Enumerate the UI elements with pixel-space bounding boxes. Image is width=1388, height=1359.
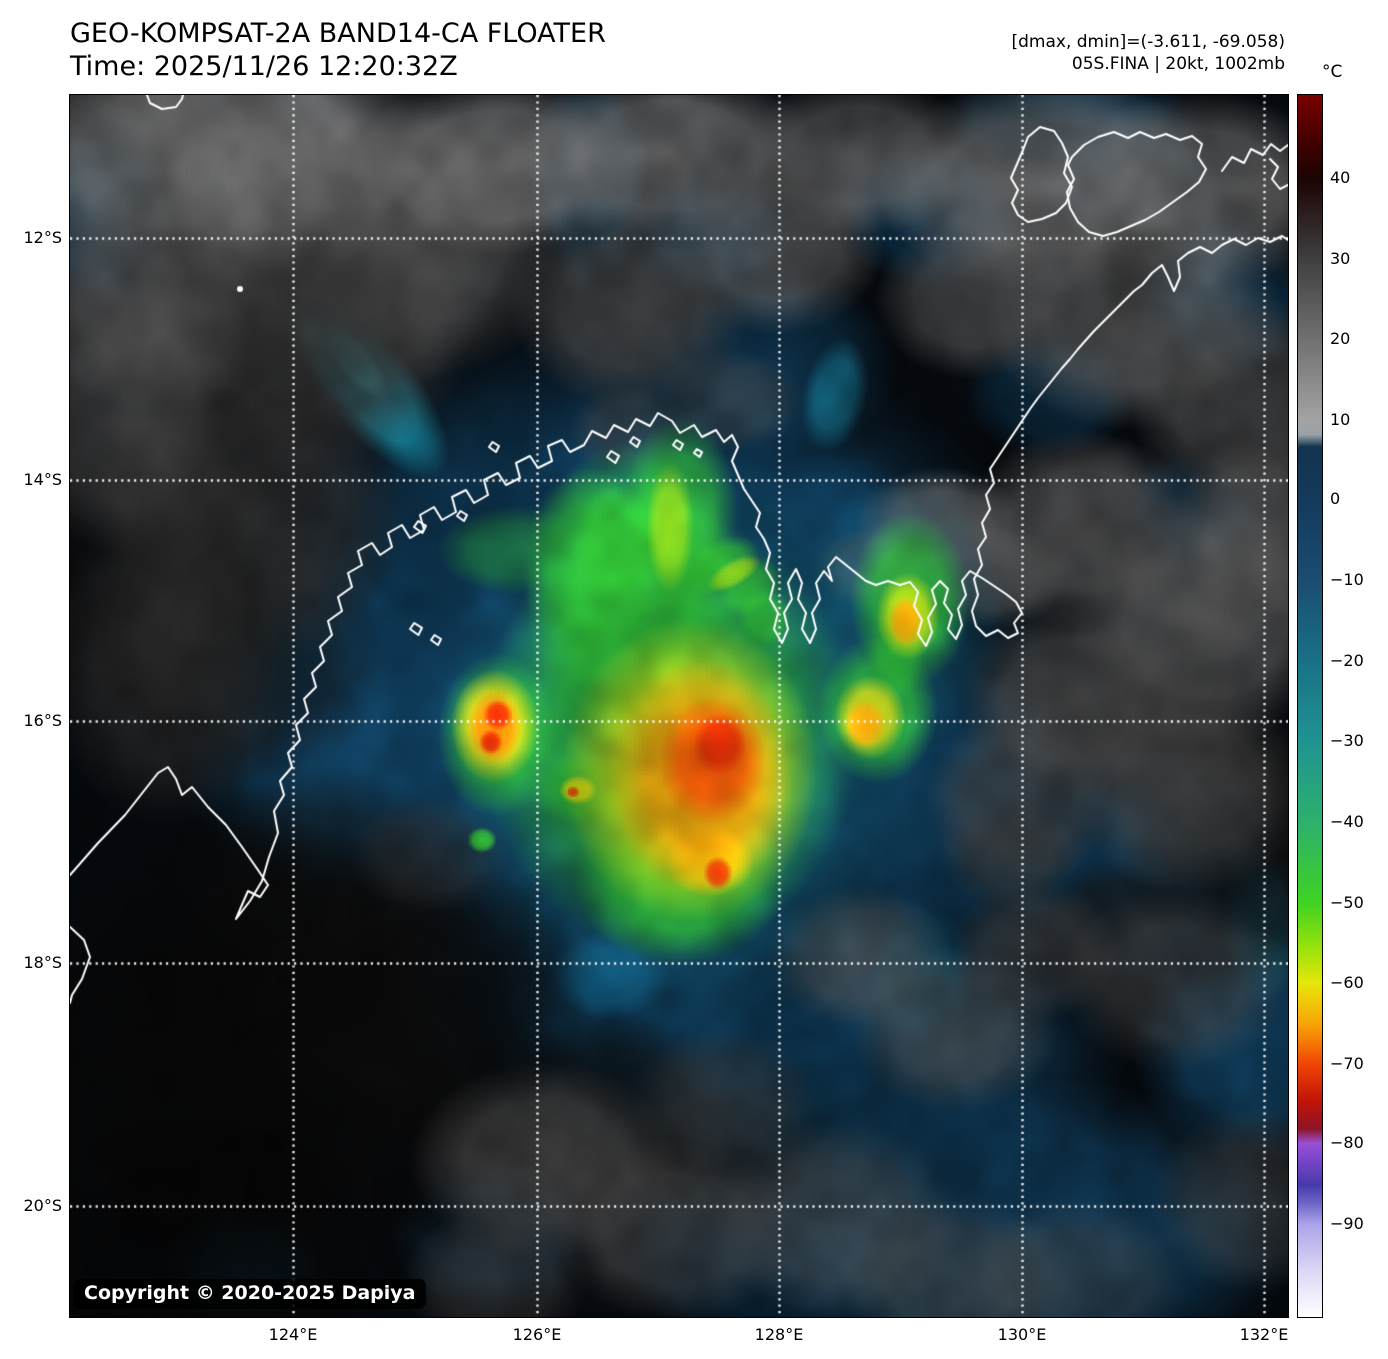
colorbar-unit-label: °C (1322, 62, 1343, 82)
colorbar-tick-label: −10 (1330, 570, 1364, 590)
lon-tick-label: 128°E (754, 1325, 804, 1344)
lon-tick-label: 132°E (1239, 1325, 1289, 1344)
timestamp-label: Time: 2025/11/26 12:20:32Z (70, 51, 458, 82)
colorbar-tick-label: −80 (1330, 1133, 1364, 1153)
satellite-map-canvas (70, 95, 1288, 1317)
colorbar-tick-label: −40 (1330, 812, 1364, 832)
copyright-badge: Copyright © 2020-2025 Dapiya (73, 1279, 427, 1309)
page-title: GEO-KOMPSAT-2A BAND14-CA FLOATER (70, 18, 606, 49)
lat-tick-label: 12°S (23, 228, 62, 247)
lon-tick-label: 130°E (997, 1325, 1047, 1344)
colorbar-tick-label: −20 (1330, 650, 1364, 670)
storm-info-annotation: 05S.FINA | 20kt, 1002mb (1071, 54, 1285, 74)
colorbar-tick-label: −30 (1330, 731, 1364, 751)
colorbar-tick-label: 20 (1330, 329, 1351, 349)
lat-tick-label: 18°S (23, 953, 62, 972)
colorbar-tick-label: 30 (1330, 248, 1351, 268)
colorbar-tick-label: −60 (1330, 973, 1364, 993)
lon-tick-label: 124°E (268, 1325, 318, 1344)
colorbar-gradient (1298, 95, 1322, 1317)
lon-tick-label: 126°E (512, 1325, 562, 1344)
colorbar-tick-label: −50 (1330, 892, 1364, 912)
colorbar-tick-label: −90 (1330, 1214, 1364, 1234)
colorbar-tick-label: 40 (1330, 168, 1351, 188)
colorbar-tick-label: 10 (1330, 410, 1351, 430)
colorbar-tick-label: 0 (1330, 489, 1341, 509)
lat-tick-label: 16°S (23, 711, 62, 730)
lat-tick-label: 20°S (23, 1196, 62, 1215)
colorbar (1297, 94, 1323, 1318)
lat-tick-label: 14°S (23, 470, 62, 489)
dmax-dmin-annotation: [dmax, dmin]=(-3.611, -69.058) (1011, 32, 1286, 52)
colorbar-tick-label: −70 (1330, 1054, 1364, 1074)
